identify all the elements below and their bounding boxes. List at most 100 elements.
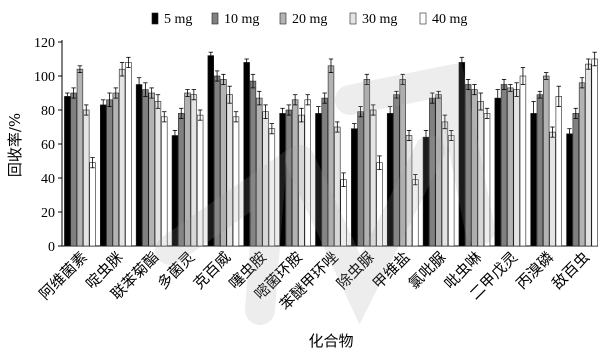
x-axis-title: 化合物 (308, 332, 353, 350)
bar (243, 62, 250, 247)
bar (321, 97, 328, 247)
x-category-label: 克百威 (190, 248, 235, 293)
bar (70, 92, 77, 247)
bar (178, 113, 185, 247)
y-tick-label: 20 (41, 206, 55, 221)
bar (441, 121, 449, 247)
bar (399, 79, 406, 247)
bar (249, 80, 257, 247)
bar (118, 68, 126, 247)
bar (351, 128, 358, 247)
bar (184, 92, 191, 247)
bar (285, 109, 293, 247)
legend-label: 30 mg (362, 12, 397, 27)
x-category-label: 阿维菌素 (36, 248, 91, 303)
x-category-label: 多菌灵 (154, 248, 199, 293)
bar (340, 179, 347, 247)
legend-swatch (211, 12, 219, 25)
bar (142, 89, 149, 247)
legend-label: 20 mg (292, 12, 327, 27)
y-axis-title: 回收率/% (6, 113, 24, 177)
bar (190, 94, 198, 247)
bar (171, 135, 179, 247)
bar (483, 113, 491, 247)
bar (327, 65, 335, 247)
bar (369, 109, 377, 247)
bar (591, 58, 598, 247)
bar (412, 179, 419, 247)
x-category-label: 丙溴磷 (512, 248, 557, 293)
y-tick-label: 120 (34, 36, 55, 51)
bar (447, 135, 455, 247)
bar (572, 113, 579, 247)
bar (268, 128, 276, 247)
legend-swatch (419, 12, 427, 25)
y-tick-label: 40 (41, 172, 55, 187)
bar (507, 87, 514, 247)
bar (494, 97, 501, 247)
x-category-label: 氯吡脲 (405, 248, 450, 293)
bar (196, 114, 204, 247)
x-axis-category-labels: 阿维菌素啶虫脒联苯菊酯多菌灵克百威噻虫胺嘧菌环胺苯醚甲环唑除虫脲甲维盐氯吡脲吡虫… (36, 248, 593, 314)
y-tick-label: 80 (41, 104, 55, 119)
bar (220, 79, 227, 247)
bar (135, 84, 143, 247)
bar (513, 89, 520, 247)
legend-swatch (279, 12, 287, 25)
bar (89, 162, 96, 247)
bar (405, 135, 413, 247)
bar (566, 133, 573, 247)
bar (226, 94, 233, 247)
bar (536, 94, 544, 247)
bar (262, 111, 269, 247)
bar (464, 84, 472, 247)
bar-series-group (64, 51, 598, 247)
bar (500, 84, 508, 247)
bar (542, 75, 550, 247)
bar (125, 62, 132, 247)
bar (64, 96, 71, 247)
bar (232, 116, 240, 247)
bar (76, 68, 84, 247)
y-tick-label: 60 (41, 138, 55, 153)
legend-label: 10 mg (224, 12, 259, 27)
bar (315, 113, 322, 247)
bar (304, 99, 311, 247)
bar (429, 97, 436, 247)
bar (154, 101, 162, 247)
bar (422, 136, 430, 247)
bar (213, 75, 221, 247)
bar (106, 99, 113, 247)
bar (519, 75, 527, 247)
legend-label: 5 mg (164, 12, 192, 27)
bar (161, 116, 168, 247)
bar (477, 101, 484, 247)
bar (393, 94, 400, 247)
bar (357, 111, 364, 247)
legend: 5 mg 10 mg 20 mg 30 mg 40 mg (151, 12, 467, 27)
y-axis-ticks: 0 20 40 60 80 100 120 (34, 36, 62, 255)
bar (83, 109, 90, 247)
bar (549, 131, 556, 247)
bar (148, 92, 155, 247)
bar (334, 126, 341, 247)
legend-label: 40 mg (432, 12, 467, 27)
bar (530, 113, 537, 247)
bar (298, 114, 305, 247)
legend-swatch (349, 12, 357, 25)
legend-swatch (151, 12, 159, 25)
bar (207, 55, 214, 247)
bar (458, 62, 466, 247)
bar (471, 89, 478, 247)
bar (585, 63, 592, 247)
bar (363, 79, 371, 247)
y-tick-label: 0 (48, 240, 55, 255)
bar (376, 162, 383, 247)
bar (112, 92, 120, 247)
x-category-label: 除虫脲 (333, 248, 378, 293)
bar (100, 104, 107, 247)
bar (291, 99, 299, 247)
bar (435, 94, 442, 247)
bar (256, 97, 263, 247)
